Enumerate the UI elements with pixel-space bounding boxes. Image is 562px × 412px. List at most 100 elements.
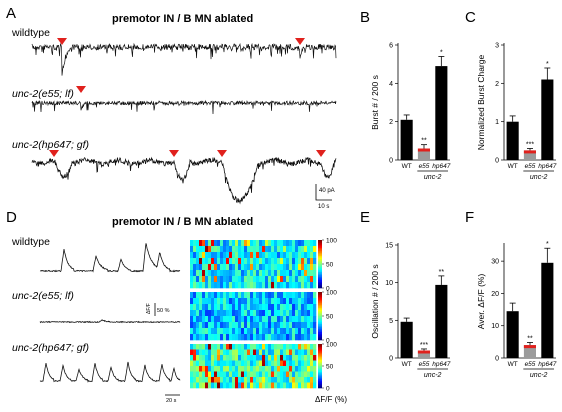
heatmap-cell bbox=[277, 252, 281, 259]
colorbar-segment bbox=[318, 335, 322, 338]
heatmap-cell bbox=[235, 371, 239, 378]
heatmap-cell bbox=[313, 310, 317, 317]
heatmap-cell bbox=[199, 349, 203, 356]
trace-a-label-e55: unc-2(e55; lf) bbox=[12, 88, 74, 100]
heatmap-cell bbox=[220, 264, 224, 271]
heatmap-cell bbox=[271, 377, 275, 383]
heatmap-cell bbox=[313, 298, 317, 305]
heatmap-cell bbox=[280, 246, 284, 253]
heatmap-cell bbox=[250, 252, 254, 259]
heatmap-cell bbox=[205, 334, 209, 341]
heatmap-cell bbox=[220, 252, 224, 259]
heatmap-cell bbox=[202, 264, 206, 271]
heatmap-cell bbox=[283, 264, 287, 271]
heatmap-cell bbox=[313, 382, 317, 389]
heatmap-cell bbox=[190, 258, 194, 265]
heatmap-cell bbox=[217, 270, 221, 277]
heatmap-cell bbox=[253, 240, 257, 247]
heatmap-cell bbox=[193, 344, 197, 350]
heatmap-cell bbox=[268, 276, 272, 283]
heatmap-cell bbox=[265, 344, 269, 350]
colorbar-segment bbox=[318, 348, 322, 351]
heatmap-cell bbox=[289, 366, 293, 372]
heatmap-cell bbox=[199, 377, 203, 383]
heatmap-cell bbox=[265, 246, 269, 253]
heatmap-cell bbox=[289, 304, 293, 311]
heatmap-cell bbox=[217, 360, 221, 367]
heatmap-cell bbox=[250, 270, 254, 277]
colorbar-segment bbox=[318, 278, 322, 281]
colorbar-segment bbox=[318, 293, 322, 296]
trace-a-hp647 bbox=[31, 156, 337, 205]
heatmap-cell bbox=[274, 316, 278, 323]
colorbar-segment bbox=[318, 309, 322, 312]
heatmap-cell bbox=[247, 246, 251, 253]
heatmap-cell bbox=[220, 344, 224, 350]
heatmap-cell bbox=[271, 322, 275, 329]
heatmap-cell bbox=[220, 377, 224, 383]
heatmap-cell bbox=[301, 371, 305, 378]
heatmap-cell bbox=[211, 344, 215, 350]
heatmap-cell bbox=[310, 360, 314, 367]
heatmap-cell bbox=[226, 270, 230, 277]
heatmap-cell bbox=[304, 298, 308, 305]
heatmap-cell bbox=[238, 264, 242, 271]
heatmap-cell bbox=[223, 377, 227, 383]
significance-marker: *** bbox=[420, 342, 428, 349]
heatmap-cell bbox=[271, 316, 275, 323]
heatmap-cell bbox=[280, 316, 284, 323]
heatmap-cell bbox=[298, 282, 302, 289]
heatmap-cell bbox=[208, 371, 212, 378]
heatmap-cell bbox=[226, 349, 230, 356]
panel-label-a: A bbox=[6, 5, 16, 22]
heatmap-cell bbox=[205, 366, 209, 372]
heatmap-cell bbox=[238, 360, 242, 367]
heatmap-cell bbox=[292, 349, 296, 356]
heatmap-cell bbox=[244, 276, 248, 283]
heatmap-cell bbox=[217, 377, 221, 383]
heatmap-x-label: ΔF/F (%) bbox=[315, 395, 347, 404]
heatmap-cell bbox=[304, 258, 308, 265]
heatmap-cell bbox=[313, 292, 317, 299]
heatmap-cell bbox=[232, 258, 236, 265]
heatmap-cell bbox=[223, 349, 227, 356]
colorbar-segment bbox=[318, 357, 322, 359]
heatmap-cell bbox=[265, 371, 269, 378]
heatmap-cell bbox=[274, 355, 278, 361]
heatmap-cell bbox=[205, 371, 209, 378]
y-axis-label: Normalized Burst Charge bbox=[476, 55, 486, 151]
heatmap-cell bbox=[277, 322, 281, 329]
heatmap-cell bbox=[280, 349, 284, 356]
heatmap-cell bbox=[241, 292, 245, 299]
heatmap-cell bbox=[295, 328, 299, 335]
heatmap-cell bbox=[223, 292, 227, 299]
heatmap-cell bbox=[241, 310, 245, 317]
heatmap-cell bbox=[313, 276, 317, 283]
heatmap-cell bbox=[301, 258, 305, 265]
heatmap-cell bbox=[274, 344, 278, 350]
colorbar-segment bbox=[318, 374, 322, 377]
heatmap-cell bbox=[262, 282, 266, 289]
heatmap-cell bbox=[229, 344, 233, 350]
heatmap-cell bbox=[307, 360, 311, 367]
heatmap-cell bbox=[226, 355, 230, 361]
heatmap-cell bbox=[268, 382, 272, 389]
heatmap-cell bbox=[280, 366, 284, 372]
heatmap-cell bbox=[313, 355, 317, 361]
heatmap-cell bbox=[211, 276, 215, 283]
heatmap-cell bbox=[268, 270, 272, 277]
heatmap-cell bbox=[226, 382, 230, 389]
heatmap-cell bbox=[286, 355, 290, 361]
heatmap-cell bbox=[310, 328, 314, 335]
heatmap-cell bbox=[232, 292, 236, 299]
heatmap-cell bbox=[223, 366, 227, 372]
heatmap-cell bbox=[229, 310, 233, 317]
colorbar-segment bbox=[318, 333, 322, 336]
heatmap-cell bbox=[211, 264, 215, 271]
heatmap-cell bbox=[220, 322, 224, 329]
heatmap-cell bbox=[199, 382, 203, 389]
heatmap-cell bbox=[289, 252, 293, 259]
trace-a-e55 bbox=[31, 99, 337, 115]
heatmap-cell bbox=[211, 240, 215, 247]
heatmap-cell bbox=[247, 252, 251, 259]
